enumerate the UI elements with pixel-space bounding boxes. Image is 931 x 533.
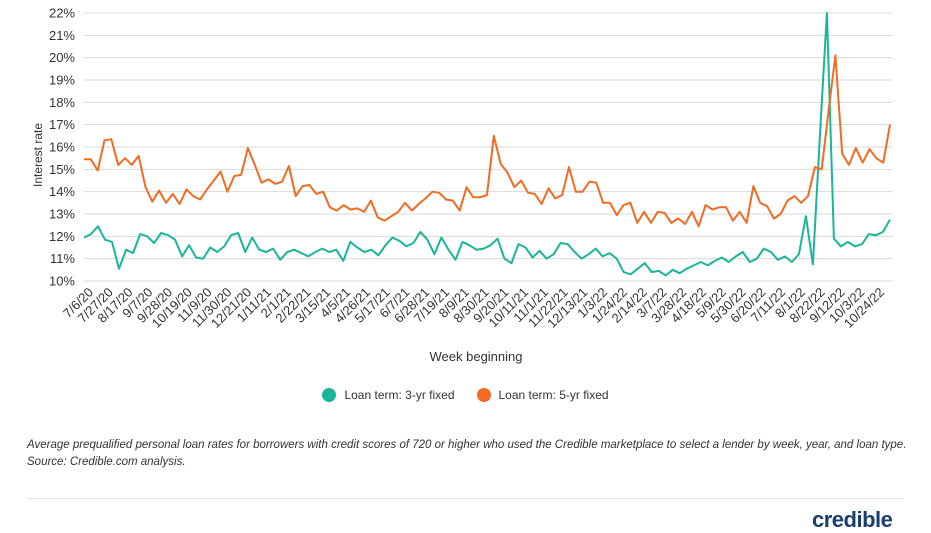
y-tick-label: 22% xyxy=(49,6,75,21)
x-axis-ticks: 7/6/207/27/208/17/209/7/209/28/2010/19/2… xyxy=(60,285,887,331)
legend-item-5yr[interactable]: Loan term: 5-yr fixed xyxy=(476,388,609,402)
y-tick-label: 21% xyxy=(49,28,75,43)
y-tick-label: 10% xyxy=(49,274,75,289)
y-axis-ticks: 10% 11% 12% 13% 14% 15% 16% 17% 18% 19% 20% 21% 22% xyxy=(49,6,75,289)
y-axis-title: Interest rate xyxy=(31,123,45,187)
y-tick-label: 14% xyxy=(49,184,75,199)
x-axis-title: Week beginning xyxy=(430,349,523,364)
series-lines xyxy=(83,12,891,277)
legend-swatch-5yr xyxy=(476,388,491,402)
legend-item-3yr[interactable]: Loan term: 3-yr fixed xyxy=(322,388,455,402)
y-tick-label: 20% xyxy=(49,50,75,65)
gridlines xyxy=(84,12,893,282)
y-tick-label: 12% xyxy=(49,229,75,244)
series-line-5yr xyxy=(84,54,891,228)
line-chart: 10%11%12%13%14%15%16%17%18%19%20%21%22% … xyxy=(31,6,893,364)
legend-swatch-3yr xyxy=(322,388,337,402)
chart-caption: Average prequalified personal loan rates… xyxy=(27,439,907,468)
y-tick-label: 19% xyxy=(49,73,75,88)
y-tick-label: 17% xyxy=(49,117,75,132)
y-tick-label: 11% xyxy=(50,251,75,266)
legend-label-3yr: Loan term: 3-yr fixed xyxy=(344,388,455,402)
y-tick-label: 16% xyxy=(49,140,75,155)
credible-logo[interactable]: credible xyxy=(812,507,893,532)
divider xyxy=(27,498,904,499)
y-tick-label: 18% xyxy=(49,95,75,110)
y-tick-label: 13% xyxy=(49,207,75,222)
series-line-3yr xyxy=(83,12,891,277)
chart-legend: Loan term: 3-yr fixed Loan term: 5-yr fi… xyxy=(0,388,931,402)
y-tick-label: 15% xyxy=(49,162,75,177)
legend-label-5yr: Loan term: 5-yr fixed xyxy=(498,388,609,402)
